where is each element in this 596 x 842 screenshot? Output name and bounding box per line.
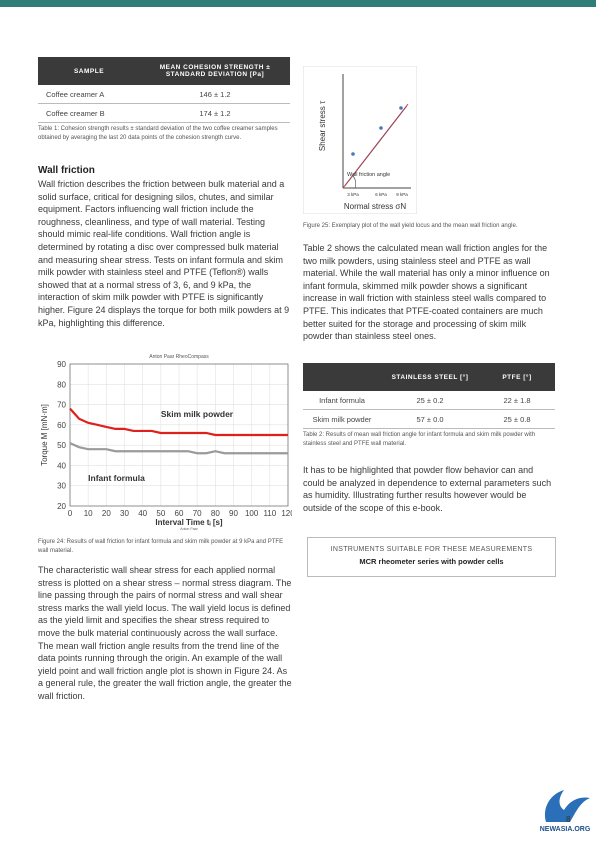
series-label: Infant formula <box>88 473 145 483</box>
table-1: SAMPLE MEAN COHESION STRENGTH ± STANDARD … <box>38 57 290 123</box>
angle-label: Wall friction angle <box>347 172 390 178</box>
caption: Figure 25: Exemplary plot of the wall yi… <box>303 223 518 229</box>
header-cell: MEAN COHESION STRENGTH ± STANDARD DEVIAT… <box>140 57 290 85</box>
frame <box>303 66 417 214</box>
y-tick-label: 60 <box>57 421 66 430</box>
cell: 22 ± 1.8 <box>479 391 555 410</box>
point <box>399 106 403 110</box>
chart-title: Anton Paar RheoCompass <box>149 354 209 360</box>
angle-arc <box>352 175 357 189</box>
caption: Figure 24: Results of wall friction for … <box>38 539 284 554</box>
top-bar <box>0 0 596 7</box>
cell: 25 ± 0.8 <box>479 409 555 429</box>
header-cell <box>303 363 381 391</box>
point <box>379 126 383 130</box>
box-item: MCR rheometer series with powder cells <box>359 557 504 566</box>
point <box>351 152 355 156</box>
tick-label: 9 kPa <box>396 192 408 197</box>
logo: NEWASIA.ORG 8 <box>540 790 591 833</box>
cell: Coffee creamer B <box>38 103 140 123</box>
paragraph: The characteristic wall shear stress for… <box>38 565 292 701</box>
instruments-box: INSTRUMENTS SUITABLE FOR THESE MEASUREME… <box>307 537 556 577</box>
x-tick-label: 70 <box>193 509 202 518</box>
series-label: Skim milk powder <box>161 409 234 419</box>
series-line <box>69 407 288 437</box>
y-tick-label: 20 <box>57 502 66 511</box>
figure-25: Shear stress τ Wall friction angle 3 kPa… <box>303 66 417 214</box>
tick-label: 3 kPa <box>347 192 359 197</box>
paragraph: Wall friction describes the friction bet… <box>38 179 290 328</box>
series-line <box>69 442 288 455</box>
x-axis-label: Interval Time tᵢ [s] <box>155 518 223 527</box>
figure-24: Anton Paar RheoCompass 20 30 40 50 60 70 80 90 0 1… <box>40 354 292 531</box>
x-tick-label: 110 <box>263 509 276 518</box>
cell: Infant formula <box>303 391 381 410</box>
y-axis-label: Torque M [mN·m] <box>40 404 49 466</box>
x-tick-label: 10 <box>84 509 93 518</box>
chart-footer: Anton Paar <box>180 527 198 531</box>
x-tick-label: 30 <box>120 509 129 518</box>
wall-yield-locus <box>342 103 409 189</box>
x-tick-label: 0 <box>68 509 73 518</box>
cell: Skim milk powder <box>303 409 381 429</box>
cell: 57 ± 0.0 <box>381 409 479 429</box>
paragraph: Table 2 shows the calculated mean wall f… <box>303 243 550 342</box>
box-title: INSTRUMENTS SUITABLE FOR THESE MEASUREME… <box>330 546 533 553</box>
x-tick-label: 40 <box>138 509 147 518</box>
y-tick-label: 80 <box>57 380 66 389</box>
x-tick-label: 80 <box>211 509 220 518</box>
cell: Coffee creamer A <box>38 85 140 104</box>
caption: Table 2: Results of mean wall friction a… <box>303 432 536 447</box>
y-label: Shear stress τ <box>318 100 327 151</box>
x-tick-label: 120 <box>281 509 292 518</box>
y-tick-label: 90 <box>57 360 66 369</box>
page-number: 8 <box>566 815 571 824</box>
header-cell: PTFE [°] <box>479 363 555 391</box>
y-tick-label: 40 <box>57 461 66 470</box>
x-tick-label: 20 <box>102 509 111 518</box>
header-cell: STAINLESS STEEL [°] <box>381 363 479 391</box>
y-tick-label: 30 <box>57 482 66 491</box>
paragraph: It has to be highlighted that powder flo… <box>303 465 552 513</box>
x-label: Normal stress σN <box>344 202 407 211</box>
tick-label: 6 kPa <box>375 192 387 197</box>
cell: 174 ± 1.2 <box>140 103 290 123</box>
x-tick-label: 90 <box>229 509 238 518</box>
x-tick-label: 60 <box>175 509 184 518</box>
x-tick-label: 100 <box>245 509 259 518</box>
x-tick-label: 50 <box>156 509 165 518</box>
cell: 146 ± 1.2 <box>140 85 290 104</box>
table-2: STAINLESS STEEL [°] PTFE [°] Infant formu… <box>303 363 555 429</box>
y-tick-label: 50 <box>57 441 66 450</box>
heading: Wall friction <box>38 165 95 176</box>
logo-mark <box>544 790 590 822</box>
cell: 25 ± 0.2 <box>381 391 479 410</box>
header-cell: SAMPLE <box>38 57 140 85</box>
trend <box>344 105 408 187</box>
logo-text: NEWASIA.ORG <box>540 826 591 833</box>
caption: Table 1: Cohesion strength results ± sta… <box>38 126 278 141</box>
y-tick-label: 70 <box>57 401 66 410</box>
